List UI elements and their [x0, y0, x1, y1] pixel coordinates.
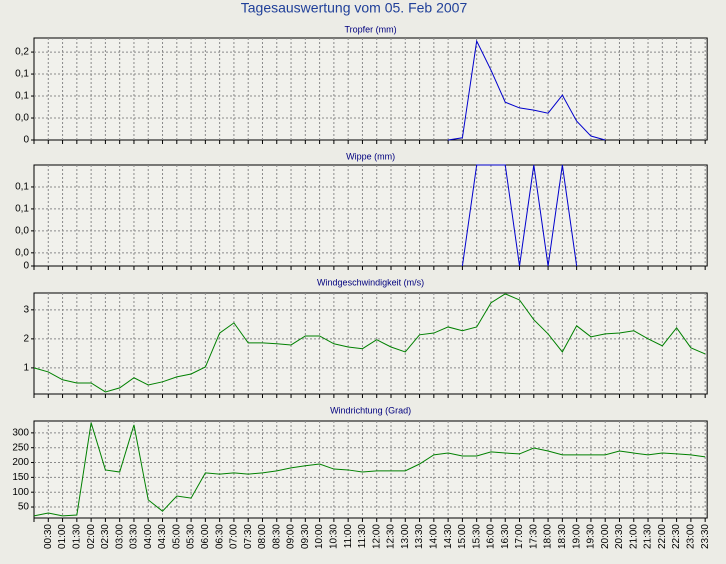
y-tick-label: 3 — [23, 304, 29, 315]
x-tick-label: 10:00 — [314, 524, 325, 549]
y-tick-label: 100 — [12, 487, 29, 498]
x-tick-label: 18:00 — [543, 524, 554, 549]
x-tick-label: 13:00 — [400, 524, 411, 549]
x-tick-label: 05:30 — [186, 524, 197, 549]
x-tick-label: 14:00 — [428, 524, 439, 549]
y-tick-label: 0 — [23, 261, 29, 272]
x-tick-label: 08:00 — [257, 524, 268, 549]
x-tick-label: 19:00 — [571, 524, 582, 549]
x-tick-label: 05:00 — [171, 524, 182, 549]
y-tick-label: 0,0 — [15, 113, 29, 124]
x-tick-label: 06:00 — [200, 524, 211, 549]
x-tick-label: 17:30 — [528, 524, 539, 549]
x-tick-label: 21:30 — [643, 524, 654, 549]
y-tick-label: 0,2 — [15, 47, 29, 58]
y-tick-label: 250 — [12, 442, 29, 453]
x-tick-label: 22:30 — [671, 524, 682, 549]
x-tick-label: 12:00 — [371, 524, 382, 549]
x-tick-label: 00:30 — [43, 524, 54, 549]
x-tick-label: 16:00 — [486, 524, 497, 549]
x-tick-label: 10:30 — [329, 524, 340, 549]
x-tick-label: 20:00 — [600, 524, 611, 549]
x-tick-label: 09:00 — [286, 524, 297, 549]
main-title: Tagesauswertung vom 05. Feb 2007 — [241, 0, 468, 16]
x-tick-label: 16:30 — [500, 524, 511, 549]
x-tick-label: 03:30 — [129, 524, 140, 549]
y-tick-label: 0,0 — [15, 226, 29, 237]
y-tick-label: 0,1 — [15, 69, 29, 80]
x-tick-label: 12:30 — [386, 524, 397, 549]
x-tick-label: 11:00 — [343, 524, 354, 549]
x-tick-label: 02:00 — [86, 524, 97, 549]
y-tick-label: 0,0 — [15, 247, 29, 258]
y-tick-label: 200 — [12, 457, 29, 468]
x-tick-label: 18:30 — [557, 524, 568, 549]
x-tick-label: 20:30 — [614, 524, 625, 549]
x-tick-label: 03:00 — [114, 524, 125, 549]
x-tick-label: 02:30 — [100, 524, 111, 549]
y-tick-label: 50 — [18, 502, 30, 513]
x-tick-label: 15:30 — [471, 524, 482, 549]
x-tick-label: 08:30 — [271, 524, 282, 549]
data-line — [461, 164, 578, 267]
x-tick-label: 11:30 — [357, 524, 368, 549]
x-tick-label: 01:00 — [57, 524, 68, 549]
plot-area — [33, 164, 708, 267]
x-tick-label: 23:30 — [700, 524, 711, 549]
data-line — [33, 293, 706, 393]
y-tick-label: 0,1 — [15, 91, 29, 102]
x-tick-label: 13:30 — [414, 524, 425, 549]
x-tick-label: 17:00 — [514, 524, 525, 549]
x-tick-label: 14:30 — [443, 524, 454, 549]
data-line — [448, 39, 606, 141]
x-tick-label: 04:00 — [143, 524, 154, 549]
data-line — [33, 422, 706, 517]
x-tick-label: 07:30 — [243, 524, 254, 549]
panel-title: Tropfer (mm) — [344, 24, 396, 34]
panel-title: Windrichtung (Grad) — [330, 405, 411, 415]
x-tick-label: 15:00 — [457, 524, 468, 549]
y-tick-label: 300 — [12, 428, 29, 439]
x-tick-label: 19:30 — [586, 524, 597, 549]
y-tick-label: 0,1 — [15, 182, 29, 193]
plot-area — [33, 420, 708, 519]
x-tick-label: 07:00 — [229, 524, 240, 549]
panel-title: Wippe (mm) — [346, 151, 395, 161]
y-tick-label: 2 — [23, 333, 29, 344]
panel-title: Windgeschwindigkeit (m/s) — [317, 277, 424, 287]
plot-area — [33, 37, 708, 141]
y-tick-label: 0 — [23, 135, 29, 146]
x-tick-label: 22:00 — [657, 524, 668, 549]
x-tick-label: 21:00 — [628, 524, 639, 549]
y-tick-label: 0,1 — [15, 204, 29, 215]
x-tick-label: 06:30 — [214, 524, 225, 549]
x-tick-label: 23:00 — [686, 524, 697, 549]
x-tick-label: 04:30 — [157, 524, 168, 549]
y-tick-label: 150 — [12, 472, 29, 483]
x-tick-label: 09:30 — [300, 524, 311, 549]
y-tick-label: 1 — [23, 363, 29, 374]
x-tick-label: 01:30 — [71, 524, 82, 549]
